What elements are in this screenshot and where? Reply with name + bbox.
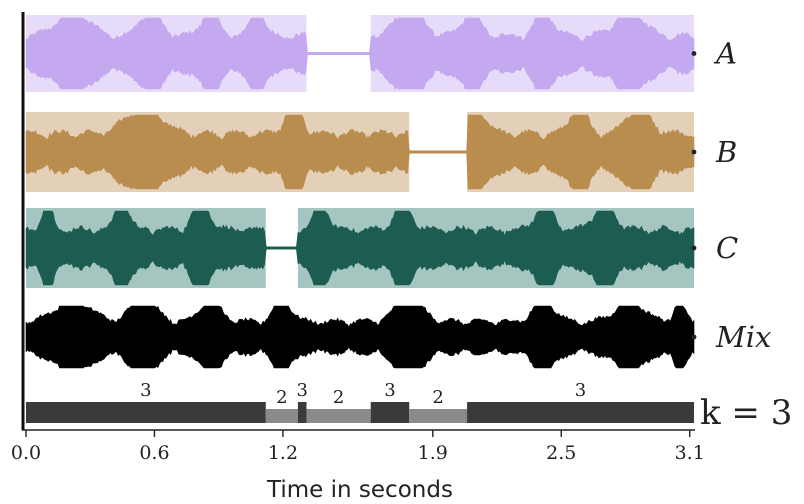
speaker-count-layer: 3 2 3 2 3 2 3k = 3 xyxy=(26,380,792,433)
speaker-count-segment xyxy=(370,402,410,423)
speaker-count-segment xyxy=(297,402,307,423)
speaker-count-label: 2 xyxy=(333,387,344,408)
track-end-marker xyxy=(691,334,697,340)
track-label-c: C xyxy=(716,231,738,265)
speaker-count-segment xyxy=(409,409,468,423)
x-tick-label: 0.6 xyxy=(139,442,169,464)
x-tick-label: 2.5 xyxy=(546,442,576,464)
speaker-count-label: 3 xyxy=(575,380,586,401)
x-ticks: 0.0 0.6 1.2 1.9 2.5 3.1 xyxy=(11,430,705,464)
speaker-count-segment xyxy=(26,402,266,423)
x-tick-label: 1.2 xyxy=(268,442,298,464)
track-end-marker xyxy=(691,149,697,155)
track-a-waveform xyxy=(25,17,695,90)
track-mix-waveform xyxy=(25,305,695,369)
speaker-count-segment xyxy=(306,409,371,423)
speaker-count-label: 2 xyxy=(276,387,287,408)
speaker-count-segment xyxy=(265,409,298,423)
track-a: A xyxy=(25,15,737,92)
track-end-marker xyxy=(691,51,697,56)
x-tick-label: 0.0 xyxy=(11,442,41,464)
x-axis: 0.0 0.6 1.2 1.9 2.5 3.1 Time in seconds xyxy=(11,429,705,503)
speaker-count-label: 3 xyxy=(140,380,151,401)
k-label: k = 3 xyxy=(700,393,792,433)
track-label-a: A xyxy=(713,37,737,71)
track-c-waveform xyxy=(25,210,695,286)
x-tick-label: 3.1 xyxy=(675,442,705,464)
track-c: C xyxy=(25,208,738,288)
speaker-count-label: 3 xyxy=(296,380,307,401)
tracks-layer: A B C Mix xyxy=(25,15,771,369)
track-b-waveform xyxy=(25,114,695,190)
speaker-count-segment xyxy=(467,402,694,423)
track-label-b: B xyxy=(715,135,737,169)
x-axis-title: Time in seconds xyxy=(266,477,453,503)
track-end-marker xyxy=(691,245,697,251)
track-mix: Mix xyxy=(25,305,771,369)
speaker-count-label: 3 xyxy=(384,380,395,401)
track-label-mix: Mix xyxy=(715,320,771,354)
x-tick-label: 1.9 xyxy=(418,442,448,464)
track-b: B xyxy=(25,112,737,192)
speaker-count-label: 2 xyxy=(432,387,443,408)
